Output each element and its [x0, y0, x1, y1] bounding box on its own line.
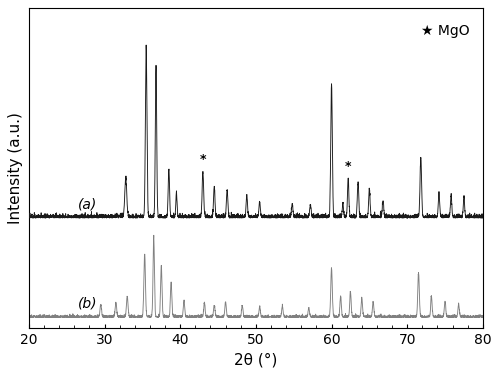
Text: (b): (b)	[78, 297, 98, 311]
Text: *: *	[345, 160, 352, 173]
Text: *: *	[200, 153, 206, 166]
Text: ★ MgO: ★ MgO	[420, 24, 469, 38]
Y-axis label: Intensity (a.u.): Intensity (a.u.)	[8, 112, 24, 224]
Text: (a): (a)	[78, 197, 98, 212]
X-axis label: 2θ (°): 2θ (°)	[234, 353, 278, 368]
